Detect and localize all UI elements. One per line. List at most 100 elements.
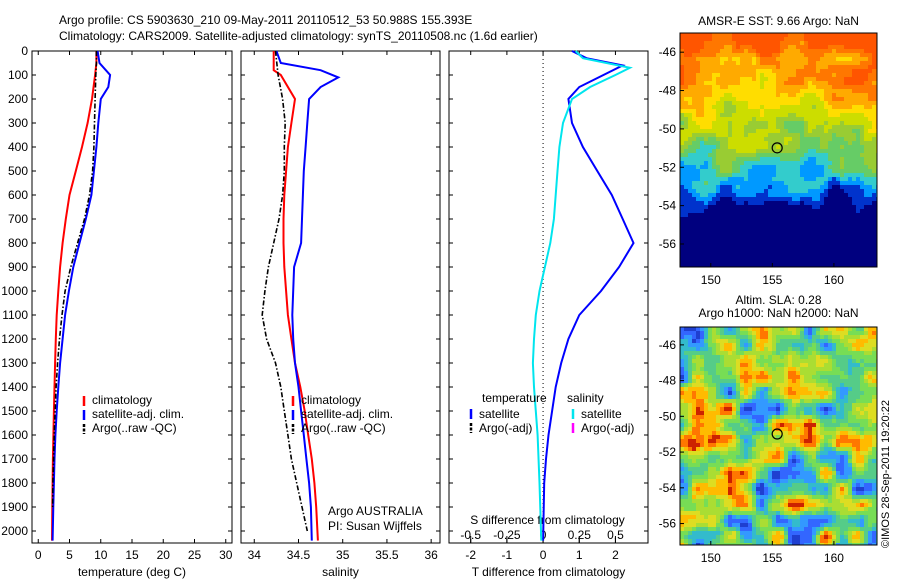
- map-cell: [796, 265, 801, 267]
- map-cell: [784, 37, 789, 42]
- map-cell: [728, 73, 733, 78]
- map-cell: [708, 435, 713, 440]
- map-cell: [760, 149, 765, 154]
- map-cell: [840, 97, 845, 102]
- map-cell: [712, 339, 717, 344]
- map-cell: [824, 173, 829, 178]
- map-cell: [784, 387, 789, 392]
- map-cell: [684, 73, 689, 78]
- map-cell: [712, 367, 717, 372]
- map-cell: [836, 391, 841, 396]
- map-cell: [712, 197, 717, 202]
- map-cell: [796, 237, 801, 242]
- map-cell: [724, 463, 729, 468]
- map-cell: [708, 351, 713, 356]
- map-cell: [872, 121, 877, 126]
- map-cell: [836, 37, 841, 42]
- map-cell: [844, 81, 849, 86]
- map-cell: [776, 411, 781, 416]
- map-cell: [764, 379, 769, 384]
- map-cell: [844, 205, 849, 210]
- map-cell: [836, 169, 841, 174]
- map-cell: [688, 57, 693, 62]
- map-cell: [820, 53, 825, 58]
- map-cell: [732, 193, 737, 198]
- map-cell: [784, 443, 789, 448]
- map-cell: [724, 327, 729, 332]
- map-cell: [688, 363, 693, 368]
- map-cell: [704, 399, 709, 404]
- map-cell: [788, 209, 793, 214]
- map-cell: [708, 41, 713, 46]
- map-frame: [679, 32, 878, 268]
- map-cell: [748, 359, 753, 364]
- map-cell: [696, 233, 701, 238]
- map-cell: [728, 367, 733, 372]
- map-cell: [832, 383, 837, 388]
- map-cell: [724, 455, 729, 460]
- map-cell: [752, 233, 757, 238]
- map-cell: [776, 327, 781, 332]
- map-cell: [756, 93, 761, 98]
- map-cell: [680, 221, 685, 226]
- map-cell: [836, 109, 841, 114]
- map-cell: [756, 419, 761, 424]
- map-cell: [836, 355, 841, 360]
- map-cell: [868, 205, 873, 210]
- map-cell: [816, 161, 821, 166]
- map-cell: [788, 149, 793, 154]
- map-cell: [784, 181, 789, 186]
- map-cell: [832, 189, 837, 194]
- map-cell: [680, 431, 685, 436]
- map-cell: [716, 363, 721, 368]
- map-cell: [824, 45, 829, 50]
- map-cell: [724, 133, 729, 138]
- map-cell: [720, 125, 725, 130]
- map-cell: [720, 205, 725, 210]
- map-cell: [772, 221, 777, 226]
- map-cell: [724, 335, 729, 340]
- map-cell: [808, 419, 813, 424]
- map-cell: [684, 257, 689, 262]
- map-cell: [700, 233, 705, 238]
- map-cell: [808, 193, 813, 198]
- map-cell: [788, 173, 793, 178]
- map-cell: [828, 133, 833, 138]
- map-cell: [868, 97, 873, 102]
- map-cell: [808, 411, 813, 416]
- map-cell: [724, 157, 729, 162]
- map-cell: [852, 169, 857, 174]
- map-cell: [724, 395, 729, 400]
- map-cell: [688, 221, 693, 226]
- map-cell: [856, 249, 861, 254]
- map-cell: [716, 427, 721, 432]
- map-cell: [748, 261, 753, 266]
- map-cell: [828, 45, 833, 50]
- map-cell: [680, 367, 685, 372]
- map-cell: [696, 181, 701, 186]
- map-cell: [712, 249, 717, 254]
- map-cell: [860, 53, 865, 58]
- map-cell: [688, 245, 693, 250]
- map-cell: [748, 347, 753, 352]
- map-cell: [816, 415, 821, 420]
- map-cell: [732, 121, 737, 126]
- map-cell: [736, 339, 741, 344]
- map-cell: [844, 427, 849, 432]
- map-cell: [864, 161, 869, 166]
- map-cell: [708, 109, 713, 114]
- map-cell: [752, 69, 757, 74]
- map-cell: [752, 181, 757, 186]
- map-cell: [692, 359, 697, 364]
- map-cell: [788, 81, 793, 86]
- map-cell: [720, 455, 725, 460]
- map-cell: [804, 49, 809, 54]
- map-cell: [728, 157, 733, 162]
- map-cell: [740, 205, 745, 210]
- map-cell: [748, 339, 753, 344]
- map-cell: [852, 137, 857, 142]
- map-cell: [832, 387, 837, 392]
- map-cell: [720, 153, 725, 158]
- map-cell: [748, 265, 753, 267]
- map-cell: [840, 253, 845, 258]
